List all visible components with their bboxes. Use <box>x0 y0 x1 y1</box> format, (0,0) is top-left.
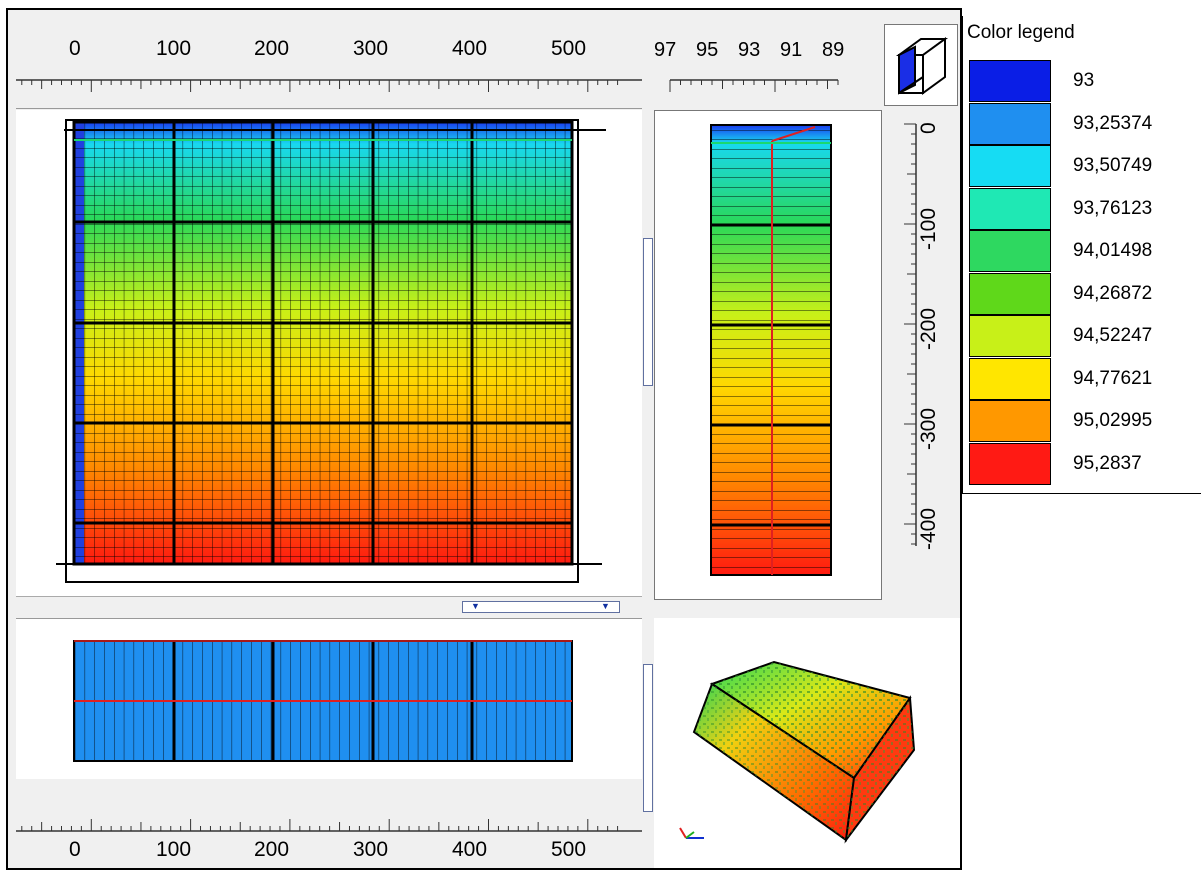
bottom-ruler-label: 100 <box>156 838 192 861</box>
legend-swatch <box>969 230 1051 272</box>
view-cube-button[interactable] <box>884 24 958 106</box>
legend-swatch <box>969 400 1051 442</box>
perspective-block <box>692 660 916 844</box>
legend-value: 93,25374 <box>1073 112 1153 134</box>
top-ruler-label: 0 <box>69 37 81 60</box>
front-view-mesh <box>73 640 573 762</box>
chevron-down-icon[interactable]: ▼ <box>601 601 610 611</box>
side-ruler-label: 93 <box>738 39 761 61</box>
legend-entry: 94,52247 <box>969 315 1199 357</box>
legend-entry: 93 <box>969 60 1199 102</box>
vertical-scroll-control[interactable] <box>643 238 653 386</box>
top-ruler-ticks <box>16 79 642 92</box>
vertical-ruler-label: -200 <box>917 307 940 350</box>
legend-value: 94,52247 <box>1073 325 1153 346</box>
bottom-ruler-label: 0 <box>69 838 81 861</box>
side-ruler-label: 89 <box>822 39 845 61</box>
side-top-ruler: 97 95 93 91 89 <box>644 18 882 108</box>
top-ruler-label: 100 <box>156 37 192 60</box>
legend-swatch <box>969 60 1051 102</box>
bottom-ruler-label: 400 <box>452 838 488 861</box>
legend-swatch <box>969 272 1051 315</box>
top-view-mesh <box>56 119 606 583</box>
legend-entry: 94,26872 <box>969 272 1199 315</box>
side-ruler-label: 95 <box>696 39 719 61</box>
legend-swatch <box>969 102 1051 145</box>
legend-value: 94,77621 <box>1073 367 1153 389</box>
bottom-ruler-label: 500 <box>551 838 587 861</box>
vertical-ruler-ticks <box>904 123 917 546</box>
side-view-viewport[interactable] <box>654 110 882 600</box>
horizontal-scroll-control[interactable]: ▼ ▼ <box>462 601 620 613</box>
bottom-ruler-ticks <box>16 819 642 832</box>
vertical-scroll-control-lower[interactable] <box>643 664 653 812</box>
view-cube-icon <box>895 37 949 95</box>
legend-entry: 95,02995 <box>969 400 1199 442</box>
legend-value: 93,50749 <box>1073 155 1153 176</box>
legend-swatch <box>969 357 1051 400</box>
legend-entry: 93,25374 <box>969 102 1199 145</box>
legend-entry: 93,76123 <box>969 187 1199 230</box>
legend-swatch <box>969 187 1051 230</box>
side-top-ruler-ticks <box>669 79 839 92</box>
vertical-ruler-label: -400 <box>917 507 940 550</box>
legend-title: Color legend <box>967 22 1075 43</box>
top-view-viewport[interactable] <box>16 110 642 597</box>
axis-triad-icon <box>679 827 704 839</box>
front-view-viewport[interactable] <box>16 618 642 780</box>
vertical-ruler-label: 0 <box>917 122 940 134</box>
legend-value: 95,02995 <box>1073 410 1153 431</box>
legend-swatch <box>969 442 1051 485</box>
bottom-ruler-label: 200 <box>254 838 290 861</box>
side-ruler-label: 97 <box>654 39 677 61</box>
top-ruler-label: 200 <box>254 37 290 60</box>
legend-entry: 94,77621 <box>969 357 1199 400</box>
vertical-ruler-label: -300 <box>917 407 940 450</box>
perspective-view-viewport[interactable] <box>654 618 960 868</box>
bottom-ruler-label: 300 <box>353 838 389 861</box>
legend-entry: 95,2837 <box>969 442 1199 485</box>
legend-value: 94,26872 <box>1073 282 1153 304</box>
top-ruler-label: 400 <box>452 37 488 60</box>
chevron-down-icon[interactable]: ▼ <box>471 601 480 611</box>
top-ruler: 0 100 200 300 400 500 <box>16 18 642 109</box>
legend-value: 95,2837 <box>1073 452 1142 474</box>
legend-swatch <box>969 145 1051 187</box>
top-ruler-label: 300 <box>353 37 389 60</box>
legend-swatch <box>969 315 1051 357</box>
legend-value: 93 <box>1073 70 1095 91</box>
legend-entry: 94,01498 <box>969 230 1199 272</box>
vertical-ruler: 0 -100 -200 -300 -400 <box>884 110 960 600</box>
bottom-ruler: 0 100 200 300 400 500 <box>16 779 642 867</box>
side-ruler-label: 91 <box>780 39 803 61</box>
legend-value: 94,01498 <box>1073 240 1153 261</box>
top-ruler-label: 500 <box>551 37 587 60</box>
color-legend: Color legend 93 93,25374 93,50749 93,76123 9… <box>962 16 1201 494</box>
legend-entry: 93,50749 <box>969 145 1199 187</box>
legend-value: 93,76123 <box>1073 197 1153 219</box>
side-view-mesh <box>710 124 832 576</box>
vertical-ruler-label: -100 <box>917 207 940 250</box>
